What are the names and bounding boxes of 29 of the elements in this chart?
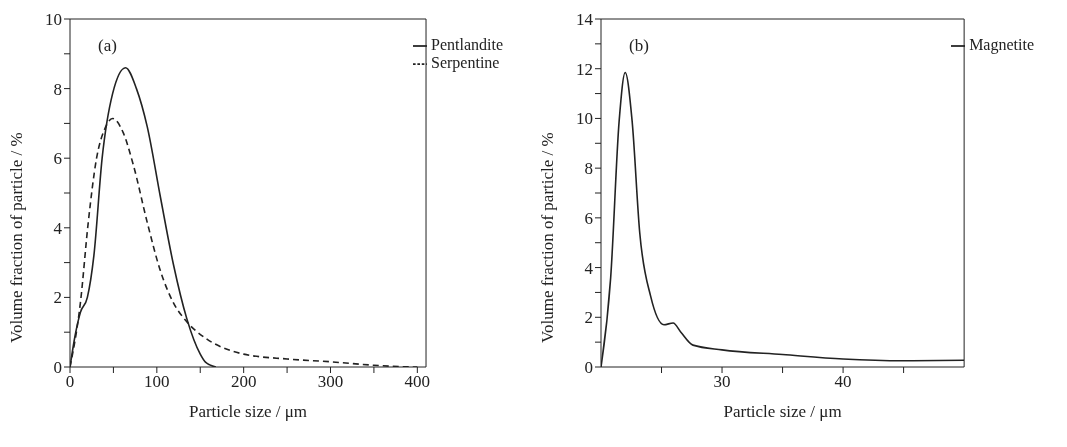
y-tick-label: 10 [576, 109, 593, 129]
legend-label: Serpentine [431, 54, 500, 71]
y-tick-label: 8 [584, 159, 593, 179]
x-tick-label: 30 [713, 372, 731, 392]
y-axis-title: Volume fraction of particle / % [538, 132, 558, 343]
y-tick-label: 4 [53, 218, 63, 238]
y-tick-label: 10 [45, 10, 62, 30]
y-tick-label: 12 [576, 59, 593, 79]
x-tick-label: 100 [144, 372, 170, 392]
y-tick-label: 8 [53, 79, 62, 99]
y-tick-label: 2 [53, 288, 62, 308]
annotation: (a) [98, 36, 117, 56]
x-tick-label: 300 [317, 372, 344, 392]
y-tick-label: 0 [584, 358, 593, 378]
x-tick-label: 200 [230, 372, 257, 392]
x-axis-title: Particle size / μm [723, 402, 842, 421]
y-tick-label: 6 [53, 149, 62, 169]
legend-label: Pentlandite [431, 36, 503, 53]
y-tick-label: 2 [584, 308, 593, 328]
x-tick-label: 400 [404, 372, 431, 392]
y-tick-label: 4 [584, 258, 594, 278]
y-tick-label: 0 [53, 358, 62, 378]
legend-label: Magnetite [969, 36, 1034, 53]
y-axis-title: Volume fraction of particle / % [7, 132, 27, 343]
annotation: (b) [629, 36, 649, 56]
x-tick-label: 40 [834, 372, 852, 392]
x-axis-title: Particle size / μm [188, 402, 308, 421]
y-tick-label: 14 [576, 10, 594, 30]
y-tick-label: 6 [584, 208, 593, 228]
